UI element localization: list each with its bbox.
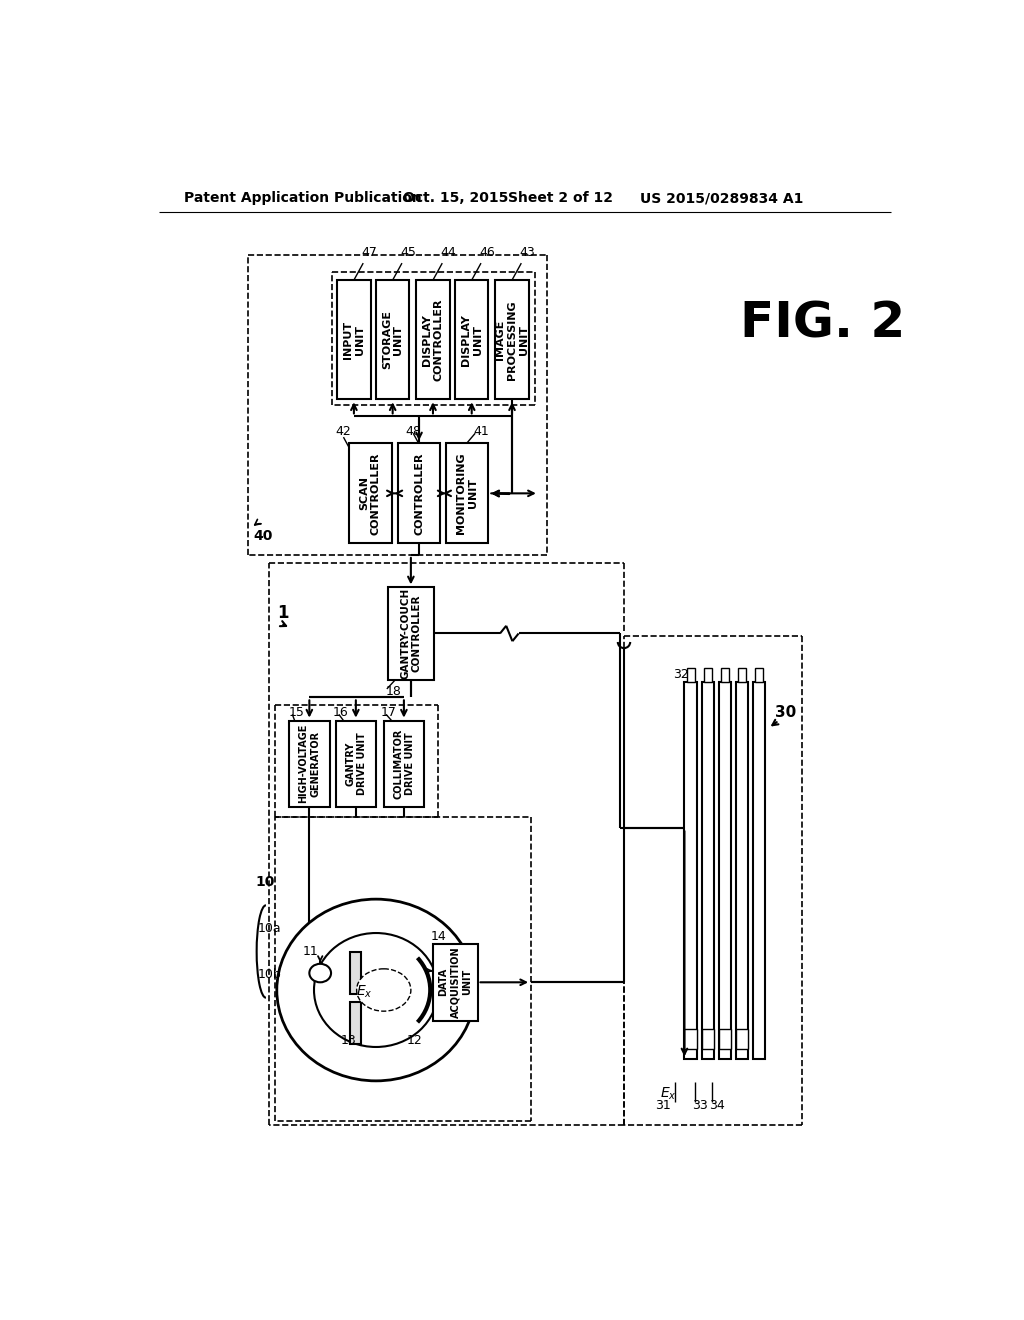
Text: 13: 13 — [341, 1034, 357, 1047]
Text: 10b: 10b — [257, 968, 282, 981]
Bar — [397, 444, 440, 544]
Text: 14: 14 — [430, 929, 446, 942]
Text: 46: 46 — [479, 246, 496, 259]
Text: INPUT
UNIT: INPUT UNIT — [343, 321, 365, 359]
Text: 12: 12 — [407, 1034, 423, 1047]
Bar — [388, 587, 434, 680]
Text: GANTRY
DRIVE UNIT: GANTRY DRIVE UNIT — [345, 733, 367, 795]
Text: DISPLAY
UNIT: DISPLAY UNIT — [461, 314, 482, 366]
Text: COLLIMATOR
DRIVE UNIT: COLLIMATOR DRIVE UNIT — [393, 729, 415, 799]
Bar — [455, 280, 488, 400]
Text: 33: 33 — [692, 1100, 708, 1111]
Ellipse shape — [276, 899, 475, 1081]
Bar — [755, 668, 763, 682]
Bar — [289, 721, 330, 807]
Text: CONTROLLER: CONTROLLER — [414, 451, 424, 535]
Bar — [337, 280, 371, 400]
Bar — [701, 1028, 714, 1048]
Text: 43: 43 — [520, 246, 536, 259]
Bar — [417, 280, 450, 400]
Text: DATA
ACQUISITION
UNIT: DATA ACQUISITION UNIT — [438, 946, 472, 1018]
Text: US 2015/0289834 A1: US 2015/0289834 A1 — [640, 191, 803, 206]
Text: 42: 42 — [336, 425, 351, 438]
Bar — [336, 721, 376, 807]
Text: 16: 16 — [333, 706, 348, 719]
Bar — [687, 668, 694, 682]
Text: 44: 44 — [440, 246, 457, 259]
Text: 32: 32 — [673, 668, 688, 681]
Text: Patent Application Publication: Patent Application Publication — [183, 191, 422, 206]
Bar — [376, 280, 410, 400]
Text: 31: 31 — [655, 1100, 671, 1111]
Text: 48: 48 — [406, 425, 421, 438]
Text: $E_x$: $E_x$ — [356, 983, 373, 999]
Text: 10a: 10a — [257, 921, 281, 935]
Text: 15: 15 — [289, 706, 304, 719]
Text: Oct. 15, 2015: Oct. 15, 2015 — [403, 191, 509, 206]
Text: 45: 45 — [400, 246, 417, 259]
Text: 41: 41 — [473, 425, 488, 438]
Bar — [703, 668, 712, 682]
Bar — [349, 1002, 360, 1044]
Bar — [445, 444, 488, 544]
Bar — [384, 721, 424, 807]
Ellipse shape — [356, 969, 411, 1011]
Text: IMAGE
PROCESSING
UNIT: IMAGE PROCESSING UNIT — [496, 300, 528, 380]
Bar — [684, 1028, 697, 1048]
Bar — [684, 682, 697, 1059]
Text: 11: 11 — [303, 945, 318, 958]
Text: 18: 18 — [386, 685, 402, 698]
Bar — [738, 668, 745, 682]
Ellipse shape — [309, 964, 331, 982]
Bar — [349, 952, 360, 994]
Bar — [735, 1028, 748, 1048]
Bar — [496, 280, 528, 400]
Text: GANTRY-COUCH
CONTROLLER: GANTRY-COUCH CONTROLLER — [400, 587, 422, 678]
Bar — [719, 1028, 731, 1048]
Bar — [701, 682, 714, 1059]
Bar — [735, 682, 748, 1059]
Bar — [432, 944, 477, 1020]
Bar — [753, 682, 765, 1059]
Text: STORAGE
UNIT: STORAGE UNIT — [382, 310, 403, 370]
Text: 47: 47 — [361, 246, 378, 259]
Text: 34: 34 — [710, 1100, 725, 1111]
Text: 17: 17 — [381, 706, 396, 719]
Text: 1: 1 — [278, 603, 289, 622]
Text: 10: 10 — [255, 875, 274, 890]
Text: 40: 40 — [254, 529, 273, 543]
Text: DISPLAY
CONTROLLER: DISPLAY CONTROLLER — [422, 298, 443, 381]
Text: $E_x$: $E_x$ — [659, 1086, 676, 1102]
Text: HIGH-VOLTAGE
GENERATOR: HIGH-VOLTAGE GENERATOR — [299, 723, 321, 804]
Bar — [349, 444, 391, 544]
Ellipse shape — [314, 933, 438, 1047]
Text: Sheet 2 of 12: Sheet 2 of 12 — [508, 191, 612, 206]
Bar — [719, 682, 731, 1059]
Text: MONITORING
UNIT: MONITORING UNIT — [457, 453, 478, 535]
Text: FIG. 2: FIG. 2 — [740, 300, 905, 348]
Text: SCAN
CONTROLLER: SCAN CONTROLLER — [359, 451, 381, 535]
Text: 30: 30 — [775, 705, 797, 721]
Bar — [721, 668, 729, 682]
